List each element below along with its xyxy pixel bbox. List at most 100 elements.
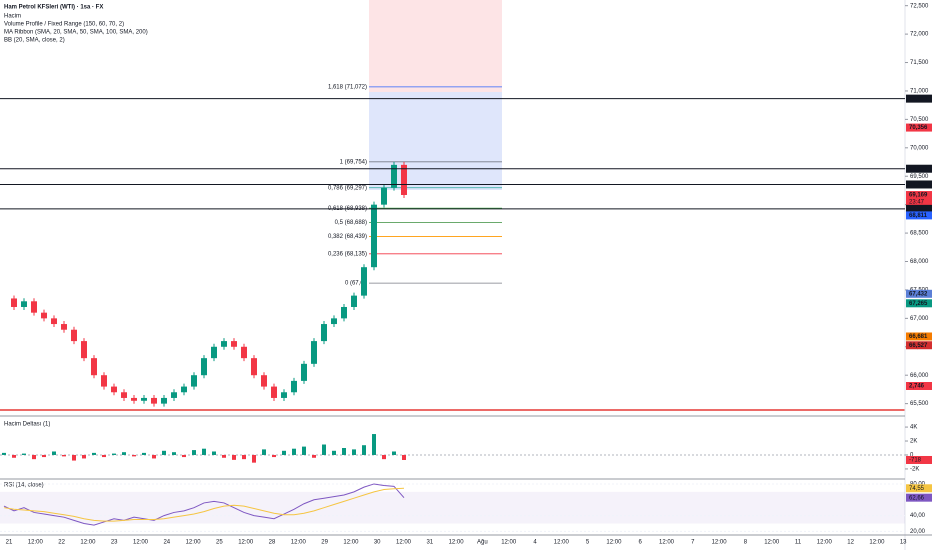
y-tick-label: 70,000 <box>910 145 929 151</box>
delta-bar <box>122 452 126 455</box>
pane-title: RSI (14, close) <box>4 483 44 489</box>
y-tick-label: 40,00 <box>910 513 926 519</box>
delta-bar <box>12 454 16 458</box>
target-zone <box>369 92 502 190</box>
delta-bar <box>362 445 366 455</box>
delta-bar <box>292 448 296 455</box>
delta-bar <box>22 453 26 455</box>
x-tick-label: 12:00 <box>712 540 728 546</box>
delta-bar <box>222 454 226 458</box>
price-tag-label: 68,811 <box>909 213 928 219</box>
delta-bar <box>252 454 256 463</box>
delta-bar <box>62 454 66 457</box>
y-tick-label: 70,500 <box>910 117 929 123</box>
value-tag <box>906 493 932 502</box>
candle-body <box>371 204 377 268</box>
x-tick-label: 12:00 <box>449 540 465 546</box>
candle-body <box>61 324 67 330</box>
value-tag-label: 62,66 <box>909 495 925 501</box>
x-tick-label: 12:00 <box>817 540 833 546</box>
y-tick-label: 4K <box>910 425 917 431</box>
x-tick-label: 22 <box>58 540 65 546</box>
candle-body <box>391 164 397 188</box>
delta-bar <box>302 446 306 455</box>
delta-bar <box>332 450 336 455</box>
delta-bar <box>182 454 186 458</box>
price-tag <box>906 191 932 207</box>
x-tick-label: 12:00 <box>659 540 675 546</box>
delta-bar <box>322 444 326 455</box>
price-tag-label: 70,356 <box>909 125 928 131</box>
x-tick-label: 29 <box>321 540 328 546</box>
y-tick-label: 68,000 <box>910 259 929 265</box>
candle-body <box>231 341 237 347</box>
candle-body <box>121 392 127 398</box>
candle-body <box>201 358 207 376</box>
price-tag-label: 69,169 <box>909 193 928 199</box>
price-tag <box>906 204 932 213</box>
x-tick-label: 23 <box>111 540 118 546</box>
pane-title: Hacim Deltası (1) <box>4 422 50 428</box>
fib-label: 0 (67,62 <box>345 281 368 287</box>
stop-zone <box>369 0 502 92</box>
indicator-label: Volume Profile / Fixed Range (150, 60, 7… <box>4 22 124 28</box>
x-tick-label: 12:00 <box>238 540 254 546</box>
fib-label: 0,236 (68,135) <box>328 251 367 257</box>
rsi-band <box>0 491 905 524</box>
x-tick-label: Ağu <box>477 540 488 546</box>
delta-bar <box>162 450 166 455</box>
price-tag-label: 69,632 <box>909 166 928 172</box>
candle-body <box>101 375 107 387</box>
x-tick-label: 31 <box>426 540 433 546</box>
delta-bar <box>382 454 386 460</box>
fib-label: 0,786 (69,297) <box>328 185 367 191</box>
candle-body <box>211 346 217 359</box>
delta-bar <box>392 451 396 455</box>
candle-body <box>191 375 197 387</box>
delta-bar <box>272 454 276 458</box>
x-tick-label: 25 <box>216 540 223 546</box>
value-tag <box>906 484 932 493</box>
price-tag <box>906 211 932 220</box>
x-tick-label: 8 <box>744 540 748 546</box>
value-tag-label: 74,55 <box>909 486 925 492</box>
value-tag-label: -718 <box>909 458 922 464</box>
x-tick-label: 12:00 <box>80 540 96 546</box>
indicator-label: MA Ribbon (SMA, 20, SMA, 50, SMA, 100, S… <box>4 30 148 36</box>
delta-bar <box>52 451 56 455</box>
candle-body <box>171 392 177 398</box>
candle-body <box>11 298 17 307</box>
delta-bar <box>102 454 106 458</box>
delta-bar <box>132 454 136 457</box>
candle-body <box>351 295 357 307</box>
y-tick-label: 0 <box>910 453 914 459</box>
x-tick-label: 12:00 <box>554 540 570 546</box>
candle-body <box>111 386 117 393</box>
fib-label: 0,5 (68,688) <box>335 220 367 226</box>
delta-bar <box>32 454 36 460</box>
delta-bar <box>72 454 76 461</box>
candle-body <box>381 187 387 205</box>
candle-body <box>361 267 367 296</box>
delta-bar <box>212 451 216 455</box>
y-tick-label: 72,500 <box>910 3 929 9</box>
price-tag <box>906 94 932 103</box>
y-tick-label: 71,000 <box>910 89 929 95</box>
delta-bar <box>192 450 196 455</box>
candle-body <box>31 301 37 313</box>
delta-bar <box>142 452 146 455</box>
candle-body <box>151 397 157 404</box>
delta-bar <box>342 448 346 455</box>
delta-bar <box>82 454 86 459</box>
rsi-line <box>3 483 405 526</box>
rsi-line <box>3 487 405 522</box>
y-tick-label: 65,500 <box>910 401 929 407</box>
fib-label: 1 (69,754) <box>340 159 367 165</box>
y-tick-label: 67,000 <box>910 316 929 322</box>
value-tag <box>906 455 932 464</box>
price-tag <box>906 123 932 132</box>
volume-tag-label: 2,746 <box>909 384 925 390</box>
candle-body <box>81 341 87 359</box>
indicator-label: BB (20, SMA, close, 2) <box>4 38 65 44</box>
